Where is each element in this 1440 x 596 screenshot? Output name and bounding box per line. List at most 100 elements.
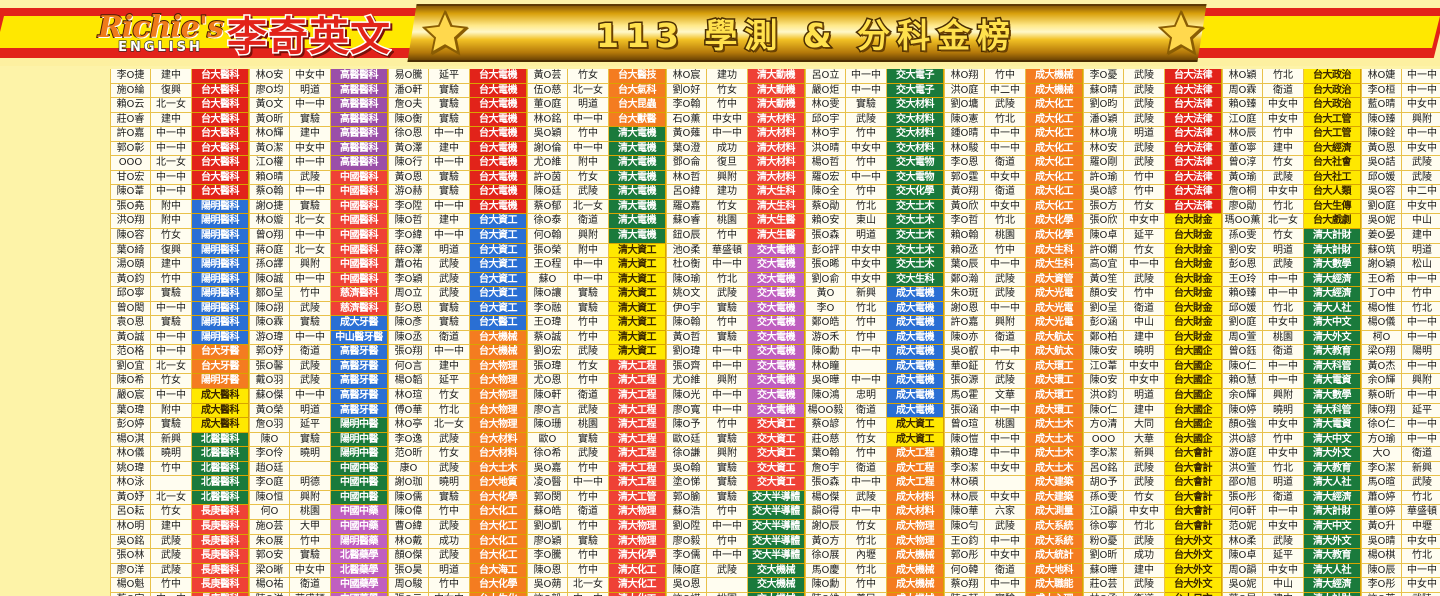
student-name: 凌O醫 xyxy=(528,476,568,491)
table-row: 林O瞳 成大電機 xyxy=(806,359,944,375)
admitted-department: 中國中醫 xyxy=(331,490,388,506)
student-school: 衛道 xyxy=(568,389,609,404)
admitted-department: 清大資工 xyxy=(609,272,666,288)
student-name: 李O憂 xyxy=(1084,69,1124,84)
student-school: 興附 xyxy=(290,258,331,273)
student-school: 竹北 xyxy=(985,214,1026,230)
admitted-department: 長庚醫科 xyxy=(192,578,249,593)
admitted-department: 清大工程 xyxy=(609,403,666,419)
student-school: 中女中 xyxy=(985,170,1026,186)
table-row: 黃O芸 竹女 台大醫技 xyxy=(528,69,666,84)
student-school: 六家 xyxy=(985,505,1026,520)
admitted-department: 台大財金 xyxy=(1165,214,1222,230)
table-row: 顏O安 竹中 台大財金 xyxy=(1084,287,1222,302)
student-school: 中女中 xyxy=(846,243,887,259)
student-name: 陳O亦 xyxy=(945,330,985,346)
admitted-department: 成大化工 xyxy=(1026,156,1083,171)
student-school: 武陵 xyxy=(1124,141,1165,157)
table-row: 陳O儒 實驗 台大化學 xyxy=(389,490,527,506)
student-name: 黃O文 xyxy=(250,98,290,113)
admitted-department: 台大財金 xyxy=(1165,330,1222,346)
student-school: 中一中 xyxy=(707,127,748,142)
student-name: 鈕O辰 xyxy=(667,229,707,244)
student-school: 中一中 xyxy=(290,229,331,244)
student-name: 孫O雯 xyxy=(1084,490,1124,506)
student-school: 中一中 xyxy=(1402,69,1440,84)
student-school: 曉明 xyxy=(429,476,470,491)
table-row: 梁O翔陽明政大統計 xyxy=(1362,345,1440,360)
student-school: 華盛頓 xyxy=(290,592,331,596)
table-row: 林O宸 建功 清大動機 xyxy=(667,69,805,84)
table-row: 許O芳武陵政大勞工 xyxy=(1362,592,1440,596)
student-name: 李O騰 xyxy=(528,549,568,564)
table-row: 王O程 中一中 清大資工 xyxy=(528,258,666,273)
table-row: 林O輝 建中 高醫醫科 xyxy=(250,127,388,142)
admitted-department: 清大工程 xyxy=(609,359,666,375)
table-row: 陳O讓 實驗 清大資工 xyxy=(528,287,666,302)
table-row: 洪O萱 竹北 清大教育 xyxy=(1223,461,1361,477)
student-name: 鄭O柏 xyxy=(1084,330,1124,346)
table-row: 吳O晴中女中政大資管 xyxy=(1362,534,1440,550)
student-school: 復興 xyxy=(151,83,192,99)
table-row: 蘇O 中一中 清大資工 xyxy=(528,272,666,288)
table-row: 蘇O睿 桃園 清大生醫 xyxy=(667,214,805,230)
table-row: 林O碩 成大建築 xyxy=(945,476,1083,491)
student-name: 賴O晴 xyxy=(250,170,290,186)
student-school: 新興 xyxy=(1402,461,1440,477)
student-name: 洪O萱 xyxy=(1223,461,1263,477)
student-school: 義民 xyxy=(846,592,887,596)
student-name: 陳O行 xyxy=(389,156,429,171)
table-row: 大O衛道政大外交 xyxy=(1362,447,1440,462)
student-school: 中女中 xyxy=(1263,112,1304,128)
admitted-department: 台大法律 xyxy=(1165,83,1222,99)
table-row: 劉O庭 中女中 清大中文 xyxy=(1223,316,1361,331)
student-school: 武陵 xyxy=(429,549,470,564)
column-group: 林O婕中一中師大美術李O桓中一中師大公教藍O晴中女中師大公教陳O臻興附師大化學陳… xyxy=(1361,69,1440,596)
admitted-department: 長庚醫科 xyxy=(192,592,249,596)
student-name: 江O權 xyxy=(250,156,290,171)
student-name: 陳O愷 xyxy=(945,432,985,448)
student-name: 許O嫻 xyxy=(1084,243,1124,259)
admitted-department: 中國藥學 xyxy=(331,578,388,593)
student-name: 廖O洋 xyxy=(111,563,151,579)
student-school: 文華 xyxy=(985,389,1026,404)
student-school: 中女中 xyxy=(1402,534,1440,550)
admitted-department: 高醫醫科 xyxy=(331,127,388,142)
admitted-department: 台大電機 xyxy=(470,83,527,99)
table-row: 陳O誠 中一中 中國醫科 xyxy=(250,272,388,288)
table-row: 林O婕中一中師大美術 xyxy=(1362,69,1440,84)
admitted-department: 台大人類 xyxy=(1304,185,1361,200)
student-name: 施O綸 xyxy=(111,83,151,99)
table-row: 洪O翔 附中 陽明醫科 xyxy=(111,214,249,230)
admitted-department: 台大國企 xyxy=(1165,359,1222,375)
student-name: 黃O妤 xyxy=(111,490,151,506)
admitted-department: 成大牙醫 xyxy=(331,316,388,331)
admitted-department: 交大電機 xyxy=(748,359,805,375)
student-name: 彭O涵 xyxy=(1084,316,1124,331)
student-school: 竹中 xyxy=(429,578,470,593)
admitted-department: 北醫藥學 xyxy=(331,563,388,579)
student-name: 葉O辰 xyxy=(945,258,985,273)
table-row: 羅O宏 中一中 交大電物 xyxy=(806,170,944,186)
admitted-department: 成大光電 xyxy=(1026,301,1083,317)
admitted-department: 陽明醫科 xyxy=(192,272,249,288)
student-school: 興附 xyxy=(568,229,609,244)
admitted-department: 交大電機 xyxy=(748,403,805,419)
student-name: 孫O譯 xyxy=(250,258,290,273)
table-row: 陳O銓中一中師大化學 xyxy=(1362,127,1440,142)
admitted-department: 成大電機 xyxy=(887,287,944,302)
student-name: 陳O華 xyxy=(945,505,985,520)
admitted-department: 北醫醫科 xyxy=(192,447,249,462)
table-row: 劉O凱 竹中 清大物理 xyxy=(528,519,666,535)
admitted-department: 清大化工 xyxy=(609,563,666,579)
student-school: 中女中 xyxy=(846,141,887,157)
student-name: 洪O晴 xyxy=(806,141,846,157)
student-school: 中一中 xyxy=(568,141,609,157)
student-school: 竹中 xyxy=(429,505,470,520)
table-row: 陳O辰中一中政大社會 xyxy=(1362,563,1440,579)
admitted-department: 成大化工 xyxy=(1026,112,1083,128)
student-school: 竹中 xyxy=(707,505,748,520)
student-school: 建中 xyxy=(290,127,331,142)
table-row: 陳O勻 武陵 成大系統 xyxy=(945,519,1083,535)
table-row: 林O儀 曉明 北醫醫科 xyxy=(111,447,249,462)
